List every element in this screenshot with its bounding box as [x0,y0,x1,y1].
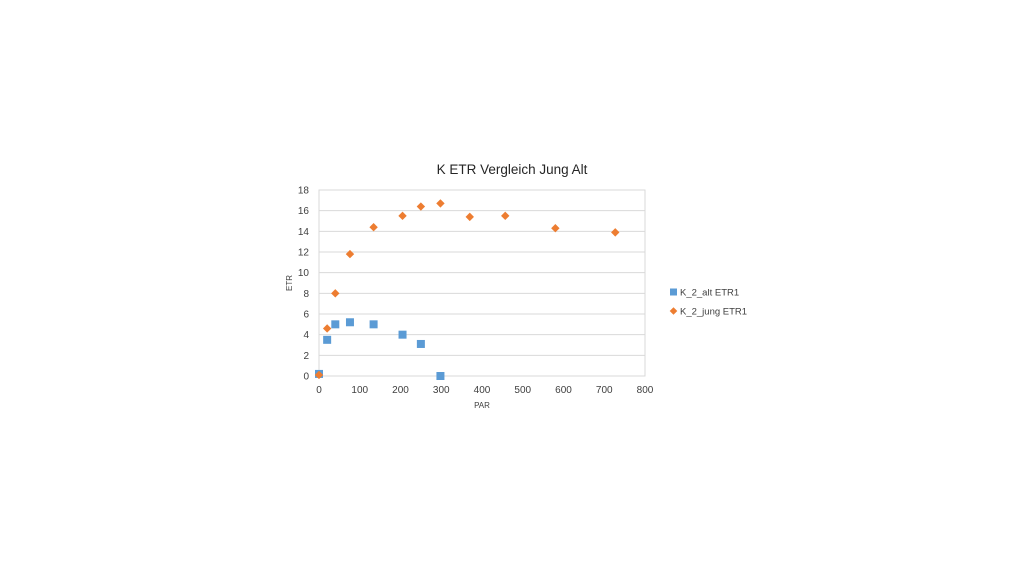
x-tick-label: 400 [474,385,491,396]
x-tick-label: 0 [316,385,322,396]
data-point-series-1 [369,320,378,329]
chart-title: K ETR Vergleich Jung Alt [437,162,588,177]
data-point-series-1 [398,330,407,339]
data-point-series-1 [345,318,354,327]
data-point-series-2 [322,324,332,333]
data-point-series-2 [551,224,560,233]
data-point-series-2 [369,223,378,232]
y-tick-label: 0 [303,372,309,383]
data-point-series-2 [465,212,474,222]
data-point-series-2 [436,199,445,208]
x-tick-label: 800 [637,385,654,396]
data-point-series-1 [331,320,340,329]
data-point-series-2 [611,228,620,237]
x-axis-label: PAR [474,401,490,410]
plot-area [318,189,646,377]
y-tick-label: 6 [303,310,309,321]
x-tick-label: 100 [351,385,368,396]
data-point-series-2 [501,211,510,221]
x-axis-ticks: 0 100 200 300 400 500 600 700 800 [316,385,654,396]
gridlines [319,189,645,377]
data-point-series-1 [416,339,425,348]
legend-label: K_2_jung ETR1 [680,307,747,318]
data-point-series-2 [416,202,426,211]
y-tick-label: 4 [303,330,309,341]
y-tick-label: 14 [298,227,310,238]
x-tick-label: 300 [433,385,450,396]
data-point-series-1 [323,335,332,344]
y-axis-label: ETR [285,275,294,291]
x-tick-label: 200 [392,385,409,396]
data-point-series-1 [436,372,445,380]
data-point-series-2 [314,370,324,380]
y-tick-label: 18 [298,186,310,197]
x-tick-label: 500 [514,385,531,396]
y-tick-label: 16 [298,206,310,217]
data-point-series-2 [398,211,407,221]
legend: K_2_alt ETR1 K_2_jung ETR1 [669,288,747,318]
x-tick-label: 700 [596,385,613,396]
x-tick-label: 600 [555,385,572,396]
y-tick-label: 8 [303,289,309,300]
legend-marker [670,288,677,296]
legend-marker [669,307,678,315]
y-axis-ticks: 0 2 4 6 8 10 12 14 16 18 [298,186,310,383]
y-tick-label: 12 [298,248,310,259]
data-points [314,199,620,380]
y-tick-label: 10 [298,268,310,279]
data-point-series-2 [331,289,340,298]
legend-label: K_2_alt ETR1 [680,288,739,299]
data-point-series-2 [345,249,355,259]
y-tick-label: 2 [303,351,309,362]
